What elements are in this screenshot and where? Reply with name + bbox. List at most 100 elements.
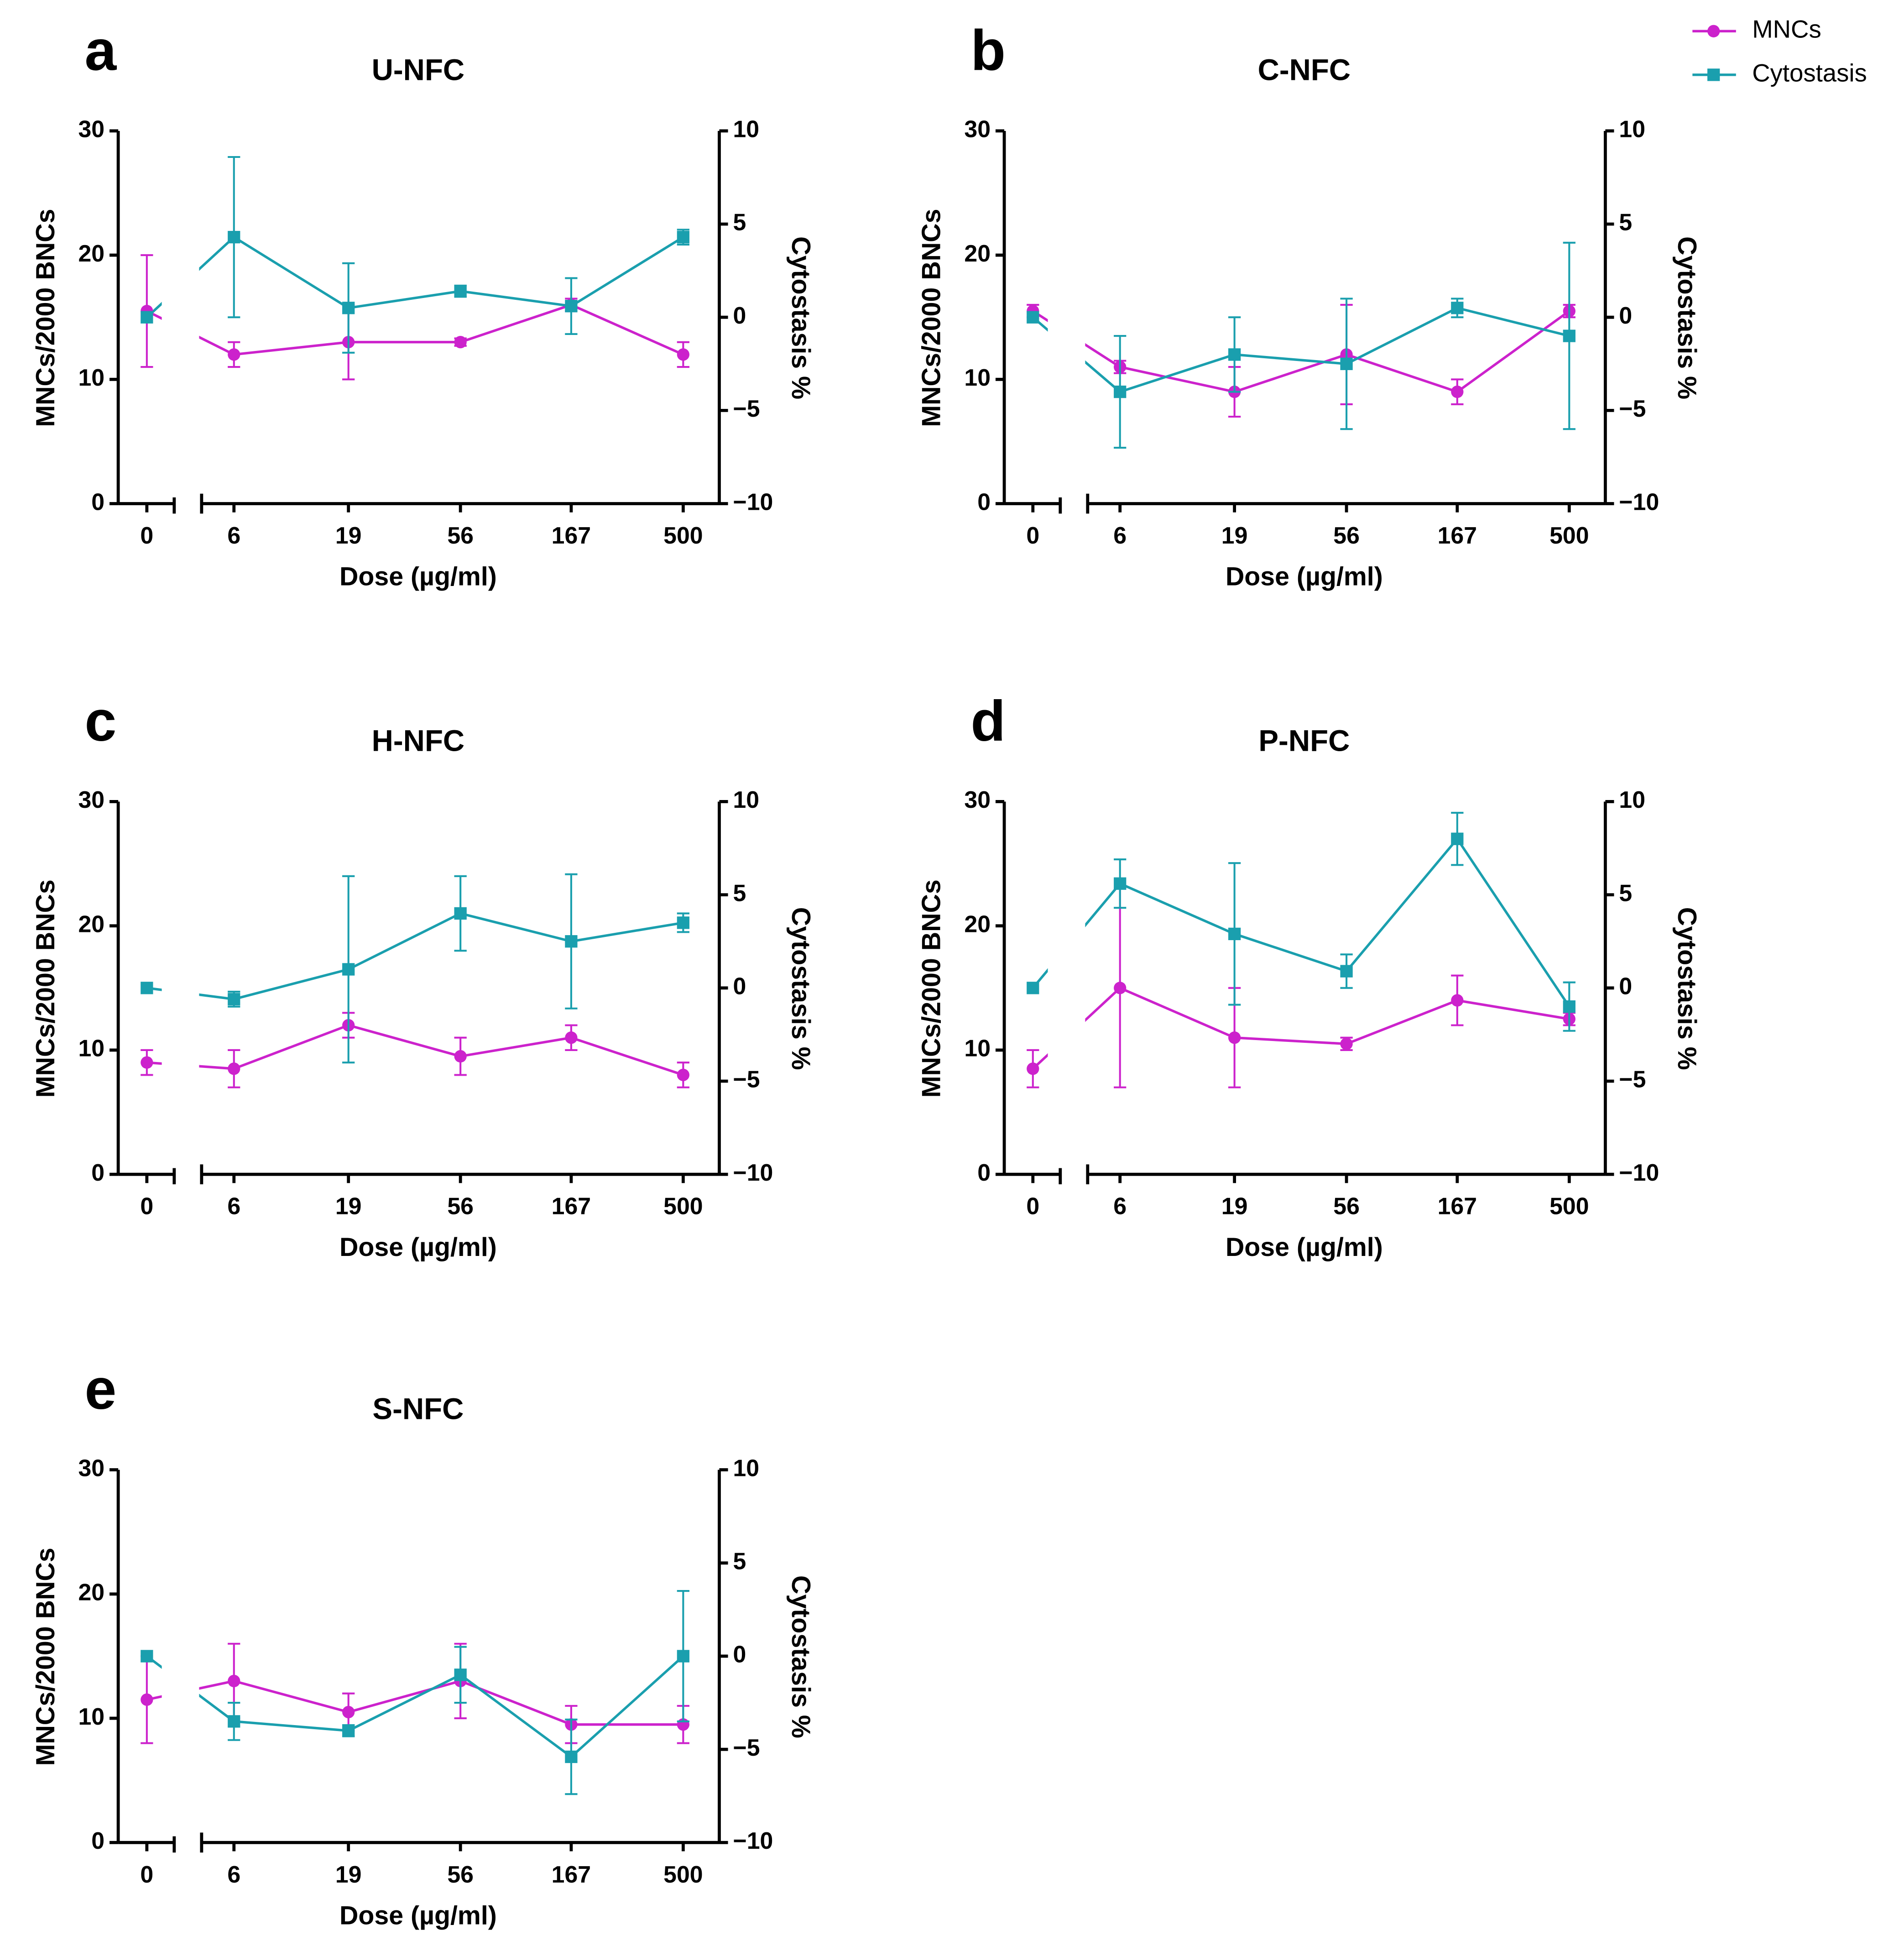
x-axis-label: Dose (µg/ml)	[339, 1901, 497, 1930]
marker	[565, 935, 578, 948]
marker	[1340, 357, 1353, 370]
marker	[141, 1693, 153, 1706]
y2-axis-label: Cytostasis %	[786, 907, 815, 1070]
x-tick-label: 19	[335, 1193, 362, 1219]
x-tick-label: 500	[663, 1861, 703, 1888]
y-tick-label: 10	[78, 1035, 104, 1062]
y-tick-label: 0	[91, 1827, 104, 1854]
marker	[1340, 965, 1353, 978]
marker	[1114, 877, 1127, 890]
legend: MNCs Cytostasis	[1692, 16, 1867, 87]
y-tick-label: 30	[78, 1454, 104, 1481]
y2-tick-label: 0	[1619, 973, 1632, 999]
chart-title: P-NFC	[1258, 724, 1350, 757]
panel-letter: e	[84, 1357, 116, 1421]
x-tick-label: 500	[1549, 1193, 1589, 1219]
y-tick-label: 20	[964, 240, 991, 267]
panel-letter: d	[970, 689, 1006, 753]
marker	[342, 1705, 355, 1719]
legend-label: MNCs	[1752, 16, 1821, 43]
y2-tick-label: −10	[1619, 488, 1659, 515]
x-axis-label: Dose (µg/ml)	[339, 562, 497, 591]
break-gap	[1048, 776, 1085, 1168]
y2-tick-label: 10	[1619, 115, 1645, 142]
break-gap	[162, 1444, 199, 1836]
y2-axis-label: Cytostasis %	[786, 236, 815, 399]
y2-tick-label: −5	[733, 1066, 760, 1093]
panel-letter: c	[84, 689, 116, 753]
marker	[454, 335, 467, 349]
x-tick-label: 167	[552, 1861, 591, 1888]
y-tick-label: 30	[78, 115, 104, 142]
y2-tick-label: 0	[733, 1641, 746, 1668]
x-tick-label: 6	[1113, 1193, 1127, 1219]
y2-tick-label: 5	[1619, 879, 1632, 906]
series-line	[1032, 310, 1570, 393]
marker	[677, 1068, 690, 1082]
break-gap	[162, 776, 199, 1168]
panel-letter: a	[84, 18, 117, 82]
marker	[141, 1650, 153, 1663]
series-line	[1032, 306, 1570, 393]
marker	[454, 1669, 467, 1681]
y2-axis-label: Cytostasis %	[1672, 236, 1701, 399]
y-axis-label: MNCs/2000 BNCs	[31, 209, 60, 427]
y2-tick-label: 0	[733, 302, 746, 329]
marker	[565, 300, 578, 313]
marker	[1707, 25, 1720, 37]
y2-tick-label: −5	[1619, 395, 1646, 422]
marker	[454, 1050, 467, 1063]
marker	[677, 916, 690, 929]
y2-tick-label: −5	[1619, 1066, 1646, 1093]
marker	[1451, 832, 1464, 845]
marker	[228, 1674, 240, 1688]
y2-tick-label: 0	[733, 973, 746, 999]
y2-tick-label: 5	[733, 209, 746, 235]
panel-letter: b	[970, 18, 1006, 82]
marker	[1563, 1000, 1575, 1013]
chart-title: U-NFC	[372, 53, 465, 87]
marker	[1707, 68, 1720, 81]
y-tick-label: 10	[964, 1035, 991, 1062]
x-tick-label: 6	[227, 522, 240, 549]
x-tick-label: 500	[1549, 522, 1589, 549]
y2-axis-label: Cytostasis %	[1672, 907, 1701, 1070]
y2-tick-label: 5	[733, 879, 746, 906]
legend-label: Cytostasis	[1752, 59, 1867, 87]
marker	[1114, 982, 1127, 994]
y-tick-label: 20	[78, 1579, 104, 1606]
x-tick-label: 500	[663, 522, 703, 549]
x-tick-label: 56	[447, 1193, 474, 1219]
x-tick-label: 19	[335, 1861, 362, 1888]
x-axis-label: Dose (µg/ml)	[339, 1233, 497, 1262]
marker	[228, 1062, 240, 1075]
marker	[342, 302, 355, 314]
x-tick-label: 0	[140, 1193, 153, 1219]
x-tick-label: 500	[663, 1193, 703, 1219]
marker	[1027, 311, 1039, 324]
x-tick-label: 56	[447, 1861, 474, 1888]
y2-tick-label: 10	[733, 1454, 759, 1481]
break-gap	[162, 106, 199, 497]
y2-axis-label: Cytostasis %	[786, 1575, 815, 1738]
series-line	[146, 1679, 683, 1726]
chart-title: C-NFC	[1258, 53, 1351, 87]
y2-tick-label: 10	[733, 115, 759, 142]
y-axis-label: MNCs/2000 BNCs	[917, 209, 946, 427]
marker	[1563, 330, 1575, 342]
marker	[1451, 302, 1464, 314]
series-line	[1032, 837, 1570, 1008]
panel: c H-NFC Dose (µg/ml) MNCs/2000 BNCs Cytostas…	[31, 689, 815, 1262]
marker	[1228, 1031, 1241, 1044]
y-tick-label: 30	[964, 115, 991, 142]
x-tick-label: 167	[1438, 1193, 1477, 1219]
marker	[141, 311, 153, 324]
x-tick-label: 6	[227, 1193, 240, 1219]
y2-tick-label: −5	[733, 395, 760, 422]
x-axis-label: Dose (µg/ml)	[1226, 1233, 1383, 1262]
x-tick-label: 167	[552, 1193, 591, 1219]
marker	[228, 1715, 240, 1728]
chart-title: S-NFC	[372, 1392, 464, 1425]
y-tick-label: 30	[78, 786, 104, 813]
marker	[1027, 1062, 1039, 1075]
